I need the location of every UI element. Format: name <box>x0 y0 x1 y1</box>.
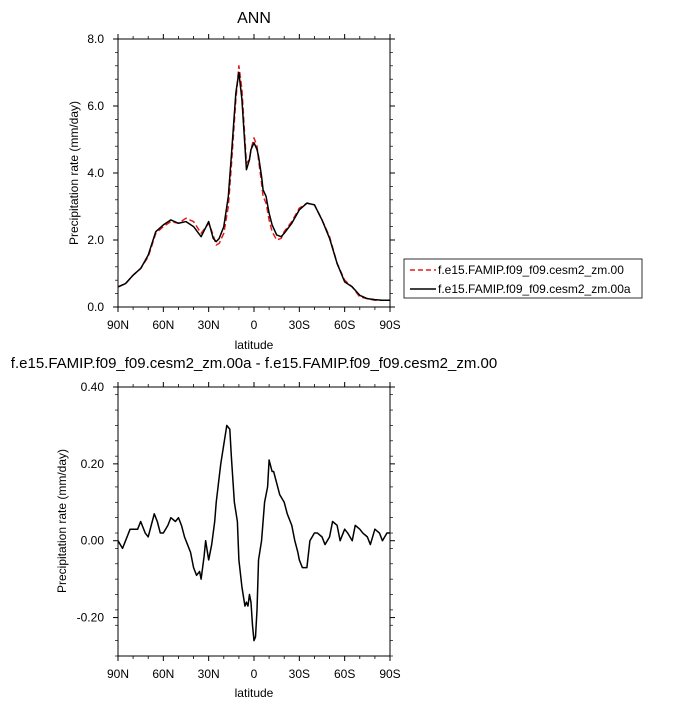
bottom-x-tick-label: 90N <box>107 667 129 681</box>
bottom-y-axis: -0.20 0.00 0.20 0.40 <box>77 380 395 657</box>
top-x-tick-label: 30S <box>289 318 310 332</box>
top-y-tick-label: 6.0 <box>87 99 104 113</box>
bottom-y-tick-label: 0.00 <box>81 534 105 548</box>
top-x-tick-label: 60S <box>334 318 355 332</box>
top-x-tick-label: 0 <box>251 318 258 332</box>
top-panel: ANN 90N 60N 30N 0 30S 60S 90S 0.02.04.06.08.0 … <box>67 10 401 352</box>
bottom-y-tick-label: 0.20 <box>81 457 105 471</box>
top-x-axis: 90N 60N 30N 0 30S 60S 90S <box>107 34 401 332</box>
top-y-tick-label: 8.0 <box>87 32 104 46</box>
top-y-axis: 0.0 2.0 4.0 6.0 8.0 <box>87 32 395 314</box>
top-x-tick-label: 60N <box>152 318 174 332</box>
bottom-series-line-1 <box>117 424 390 642</box>
legend-box <box>403 258 643 299</box>
bottom-x-tick-label: 30S <box>289 667 310 681</box>
top-x-tick-label: 30N <box>198 318 220 332</box>
legend: f.e15.FAMIP.f09_f09.cesm2_zm.00 f.e15.FA… <box>403 258 643 299</box>
bottom-plot-frame <box>117 386 391 657</box>
top-series-group <box>117 65 390 302</box>
top-y-tick-label: 4.0 <box>87 166 104 180</box>
top-chart-title: ANN <box>237 10 271 27</box>
bottom-x-tick-label: 60N <box>152 667 174 681</box>
top-x-tick-label: 90S <box>379 318 400 332</box>
bottom-x-tick-label: 90S <box>379 667 400 681</box>
top-y-tick-label: 0.0 <box>87 300 104 314</box>
bottom-y-axis-title: Precipitation rate (mm/day) <box>55 449 69 593</box>
bottom-x-tick-label: 30N <box>198 667 220 681</box>
top-series-line-1 <box>117 65 390 302</box>
top-plot-frame <box>117 38 391 308</box>
bottom-x-axis-title: latitude <box>235 686 274 700</box>
bottom-chart-title: f.e15.FAMIP.f09_f09.cesm2_zm.00a - f.e15… <box>11 355 497 372</box>
top-x-tick-label: 90N <box>107 318 129 332</box>
bottom-y-tick-label: 0.40 <box>81 380 105 394</box>
top-y-axis-title: Precipitation rate (mm/day) <box>67 101 81 245</box>
top-y-tick-label: 2.0 <box>87 233 104 247</box>
bottom-x-tick-label: 60S <box>334 667 355 681</box>
bottom-panel: f.e15.FAMIP.f09_f09.cesm2_zm.00a - f.e15… <box>11 355 497 700</box>
top-series-line-2 <box>117 71 390 302</box>
bottom-series-group <box>117 424 390 642</box>
legend-label-series-2: f.e15.FAMIP.f09_f09.cesm2_zm.00a <box>438 282 631 296</box>
bottom-y-tick-label: -0.20 <box>77 611 105 625</box>
bottom-x-axis: 90N 60N 30N 0 30S 60S 90S <box>107 382 401 681</box>
top-x-axis-title: latitude <box>235 338 274 352</box>
legend-label-series-1: f.e15.FAMIP.f09_f09.cesm2_zm.00 <box>438 263 624 277</box>
bottom-x-tick-label: 0 <box>251 667 258 681</box>
